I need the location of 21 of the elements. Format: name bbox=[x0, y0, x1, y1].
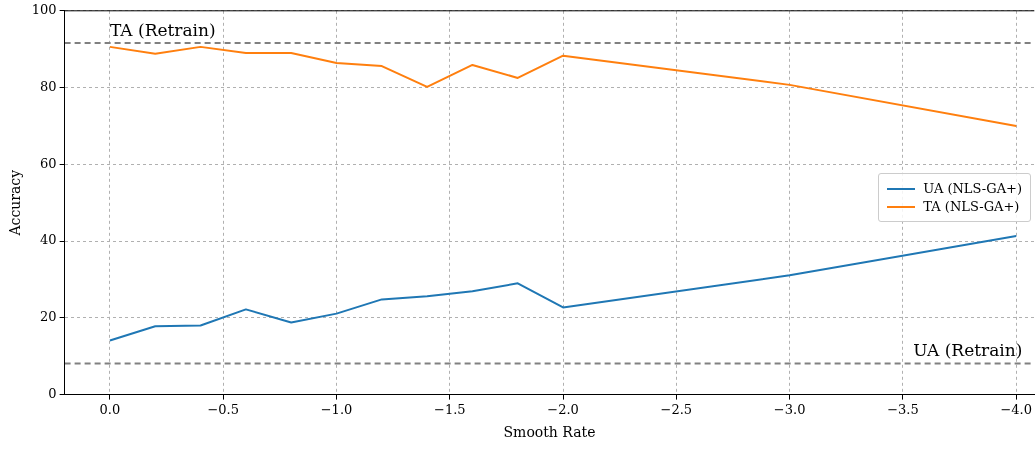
legend-label: TA (NLS-GA+) bbox=[923, 199, 1020, 214]
legend-label: UA (NLS-GA+) bbox=[923, 181, 1022, 196]
y-axis-title: Accuracy bbox=[7, 169, 24, 237]
ref-line-label: UA (Retrain) bbox=[913, 340, 1023, 361]
x-axis-title: Smooth Rate bbox=[503, 424, 596, 441]
x-tick-label: −1.0 bbox=[320, 401, 353, 417]
x-tick-label: −2.0 bbox=[547, 401, 579, 417]
x-tick-label: −1.5 bbox=[434, 401, 466, 417]
x-tick-label: 0.0 bbox=[99, 401, 121, 417]
y-tick-label: 0 bbox=[48, 385, 57, 401]
x-tick-label: −2.5 bbox=[660, 401, 693, 417]
x-tick-label: −3.0 bbox=[773, 401, 806, 417]
ref-line-label: TA (Retrain) bbox=[109, 19, 216, 40]
y-tick-label: 80 bbox=[40, 78, 57, 94]
y-tick-label: 60 bbox=[40, 155, 57, 171]
x-tick-label: −3.5 bbox=[887, 401, 919, 417]
y-tick-label: 100 bbox=[31, 2, 57, 18]
y-tick-label: 40 bbox=[40, 232, 57, 248]
x-tick-label: −0.5 bbox=[207, 401, 239, 417]
x-tick-label: −4.0 bbox=[1000, 401, 1033, 417]
y-tick-label: 20 bbox=[40, 309, 57, 325]
